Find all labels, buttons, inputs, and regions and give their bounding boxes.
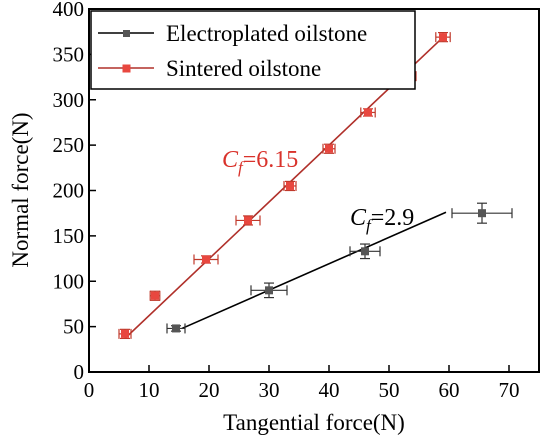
data-point-sintered — [202, 255, 210, 264]
y-axis-title: Normal force(N) — [8, 112, 33, 267]
data-point-sintered — [439, 33, 447, 42]
x-tick-label: 50 — [379, 378, 400, 402]
x-tick-label: 40 — [319, 378, 340, 402]
x-tick-label: 20 — [199, 378, 220, 402]
annotation-sintered: Cf=6.15 — [222, 147, 298, 177]
y-tick-label: 150 — [53, 224, 85, 248]
data-point-sintered — [121, 329, 129, 338]
annotation-sintered-symbol: C — [222, 147, 239, 173]
x-tick-label: 30 — [259, 378, 280, 402]
data-point-electroplated — [172, 324, 180, 333]
legend-marker-sintered — [122, 64, 131, 73]
annotation-sintered-subscript: f — [238, 158, 245, 177]
annotation-electroplated-subscript: f — [366, 216, 373, 235]
y-axis-ticks: 0 50 100 150 200 250 300 350 400 — [53, 0, 96, 384]
legend-label-sintered: Sintered oilstone — [166, 56, 321, 81]
x-tick-label: 10 — [139, 378, 160, 402]
data-point-sintered — [364, 108, 372, 117]
x-tick-label: 0 — [84, 378, 95, 402]
y-tick-label: 50 — [63, 315, 84, 339]
legend-box — [90, 10, 416, 90]
y-tick-label: 200 — [53, 179, 85, 203]
legend: Electroplated oilstone Sintered oilstone — [90, 10, 416, 90]
x-axis-title: Tangential force(N) — [223, 410, 405, 435]
data-point-electroplated — [361, 247, 369, 256]
legend-label-electroplated: Electroplated oilstone — [166, 21, 367, 46]
annotation-electroplated: Cf=2.9 — [350, 205, 414, 235]
data-point-sintered — [151, 291, 159, 300]
y-tick-label: 300 — [53, 88, 85, 112]
legend-marker-electroplated — [123, 30, 130, 37]
data-point-electroplated — [265, 286, 273, 295]
annotation-electroplated-symbol: C — [350, 205, 367, 231]
annotation-electroplated-value: =2.9 — [371, 205, 415, 231]
x-tick-label: 60 — [439, 378, 460, 402]
data-point-sintered — [286, 181, 294, 190]
data-point-sintered — [325, 144, 333, 153]
y-tick-label: 100 — [53, 269, 85, 293]
annotation-sintered-value: =6.15 — [243, 147, 299, 173]
y-tick-label: 350 — [53, 42, 85, 66]
y-tick-label: 0 — [74, 360, 85, 384]
y-tick-label: 250 — [53, 133, 85, 157]
x-tick-label: 70 — [499, 378, 520, 402]
data-point-sintered — [244, 216, 252, 225]
data-point-electroplated — [478, 209, 486, 218]
fit-line-electroplated — [181, 211, 447, 330]
x-axis-ticks: 0 10 20 30 40 50 60 70 — [84, 365, 520, 402]
y-tick-label: 400 — [53, 0, 85, 21]
